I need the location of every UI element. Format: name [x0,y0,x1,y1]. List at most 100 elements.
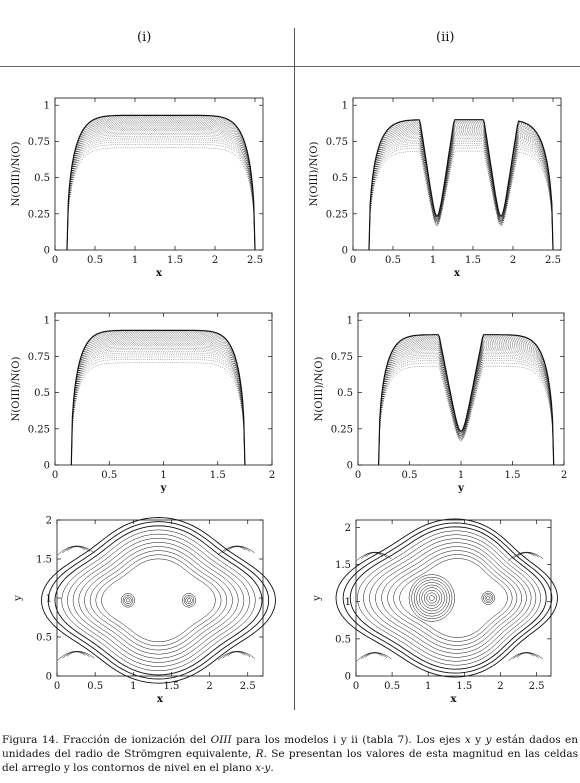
y-axis-label: y [13,595,24,602]
data-series-line [378,356,554,466]
data-envelope-line [70,329,246,466]
corner-contour [226,546,246,552]
data-series-line [378,349,554,466]
contour-ring [335,518,558,678]
x-tick-label: 2 [497,681,503,692]
x-tick-label: 0.5 [385,255,401,266]
data-series-line [66,128,256,251]
column-label-ii: (ii) [436,30,455,45]
plot-i-xy: 0 0.5 1 1.5 2 2.5 0 0.5 1 1.5 2 x y [13,516,276,705]
data-series-line [71,337,246,466]
data-series-line [71,333,246,466]
x-tick-label: 2 [269,470,275,481]
data-series-line [378,353,554,466]
y-tick-label: 0.5 [34,173,50,184]
contour-ring [399,558,508,638]
data-series-line [378,336,554,466]
data-series-line [378,362,554,466]
x-tick-label: 0 [52,470,58,481]
data-series-line [378,347,554,466]
source-contour [124,596,132,604]
data-series-line [66,131,256,251]
x-axis-label: x [157,694,164,705]
data-series-line [368,122,554,251]
y-tick-label: 0.5 [36,633,52,644]
data-series-line [378,354,554,466]
data-series-line [368,135,554,251]
source-contour [408,574,455,622]
contour-ring [84,546,233,655]
y-tick-label: 0.25 [28,424,50,435]
data-series-line [66,115,256,251]
data-series-line [368,129,554,251]
data-series-line [71,331,246,466]
data-series-line [378,358,554,466]
y-tick-label: 1 [44,316,50,327]
y-tick-label: 0.25 [28,209,50,220]
data-series-line [378,342,554,466]
y-tick-label: 0.75 [28,352,50,363]
corner-contour [365,652,383,658]
corner-contour [516,552,535,558]
corner-contour [62,651,90,659]
data-series-line [66,147,256,251]
caption-plane: x-y [255,762,271,774]
y-tick-label: 0.75 [331,352,353,363]
data-series-line [378,350,554,466]
data-series-line [66,137,256,251]
source-contour [185,596,193,604]
plot-frame [357,312,565,466]
corner-contour [512,552,539,559]
corner-contour [62,545,90,554]
data-series-line [71,330,246,466]
data-series-line [66,134,256,251]
y-tick-label: 0 [345,672,351,683]
x-axis-label: y [457,483,465,494]
data-series-line [368,128,554,251]
data-series-line [368,125,554,251]
corner-contour [356,551,392,561]
corner-contour [360,552,388,559]
data-series-line [66,129,256,251]
data-series-line [368,136,554,251]
data-series-line [71,337,246,466]
data-series-line [378,346,554,466]
x-tick-label: 0 [353,681,359,692]
source-contour [187,598,191,603]
corner-contour [508,551,544,561]
caption-species: OIII [210,734,232,746]
data-series-line [66,121,256,251]
y-tick-label: 1 [345,597,351,608]
contour-ring [357,530,541,666]
source-contour [483,592,494,604]
y-tick-label: 0.75 [28,137,50,148]
x-tick-label: 0.5 [384,681,400,692]
data-series-line [368,141,554,251]
data-series-line [378,335,554,466]
caption-text: y [470,734,486,746]
x-axis-label: x [454,268,461,279]
data-series-line [368,139,554,251]
data-series-line [66,133,256,251]
source-contour [423,589,440,607]
data-series-line [368,123,554,251]
x-tick-label: 1 [458,470,464,481]
contour-ring [95,554,222,647]
plot-frame [355,519,552,677]
data-series-line [368,127,554,251]
corner-contour [356,652,392,662]
contour-ring [41,517,276,684]
data-series-line [66,122,256,251]
data-series-line [378,343,554,466]
x-tick-label: 1 [130,681,136,692]
data-series-line [66,127,256,251]
data-series-line [368,150,554,251]
x-tick-label: 1.5 [456,681,472,692]
x-tick-label: 1.5 [210,470,226,481]
x-tick-label: 2.5 [247,255,263,266]
x-tick-label: 0.5 [87,681,103,692]
contour-ring [101,558,216,643]
y-tick-label: 1 [342,101,348,112]
data-series-line [368,147,554,251]
header-rule [0,66,580,67]
